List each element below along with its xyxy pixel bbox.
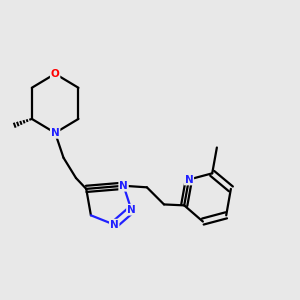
- Text: N: N: [51, 128, 59, 138]
- Text: O: O: [51, 69, 59, 79]
- Text: N: N: [184, 175, 193, 184]
- Text: N: N: [119, 181, 128, 191]
- Text: N: N: [127, 205, 136, 215]
- Text: N: N: [110, 220, 118, 230]
